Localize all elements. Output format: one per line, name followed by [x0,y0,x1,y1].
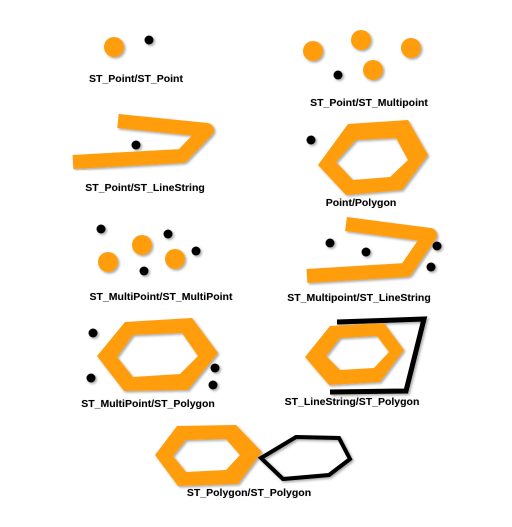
black-linestring [329,316,428,395]
panel-multipoint-linestring [306,217,442,283]
caption-multipoint-multipoint: ST_MultiPoint/ST_MultiPoint [89,291,233,303]
orange-point [165,249,185,269]
panel-point-linestring [72,114,214,169]
caption-polygon-polygon: ST_Polygon/ST_Polygon [186,487,312,499]
orange-point [132,235,152,255]
black-point [210,363,220,373]
black-point [361,247,371,257]
orange-point [351,30,371,50]
black-point [306,135,316,145]
black-point [131,140,141,150]
orange-polygon-with-hole [318,120,428,195]
caption-point-linestring: ST_Point/ST_LineString [85,182,205,194]
caption-multipoint-linestring: ST_Multipoint/ST_LineString [287,292,431,304]
orange-linestring [72,114,214,169]
caption-multipoint-polygon: ST_MultiPoint/ST_Polygon [81,398,215,410]
black-point [426,262,436,272]
panel-polygon-polygon [155,425,353,486]
panel-multipoint-multipoint [96,224,201,276]
black-point [144,35,154,45]
black-point [96,224,106,234]
panel-linestring-polygon [305,316,428,395]
panel-point-point [104,35,154,57]
black-point [163,229,173,239]
orange-point [98,252,118,272]
black-polygon-outline [257,434,353,482]
orange-point [303,41,323,61]
black-point [432,241,442,251]
black-point [139,266,149,276]
black-point [208,380,218,390]
black-point [86,373,96,383]
caption-point-polygon: Point/Polygon [325,197,397,209]
panel-point-multipoint [303,30,421,80]
black-point [88,328,98,338]
panel-point-polygon [306,120,428,195]
panel-multipoint-polygon [86,318,220,391]
black-point [191,246,201,256]
orange-linestring [306,217,437,283]
orange-polygon-with-hole [305,323,404,385]
orange-polygon-with-hole [97,318,218,391]
orange-point [401,38,421,58]
orange-point [363,60,383,80]
black-point [325,238,335,248]
orange-polygon-with-hole [155,425,262,486]
caption-point-multipoint: ST_Point/ST_Multipoint [310,97,428,109]
orange-point [104,37,124,57]
black-point [333,70,343,80]
caption-linestring-polygon: ST_LineString/ST_Polygon [284,396,420,408]
caption-point-point: ST_Point/ST_Point [89,73,183,85]
